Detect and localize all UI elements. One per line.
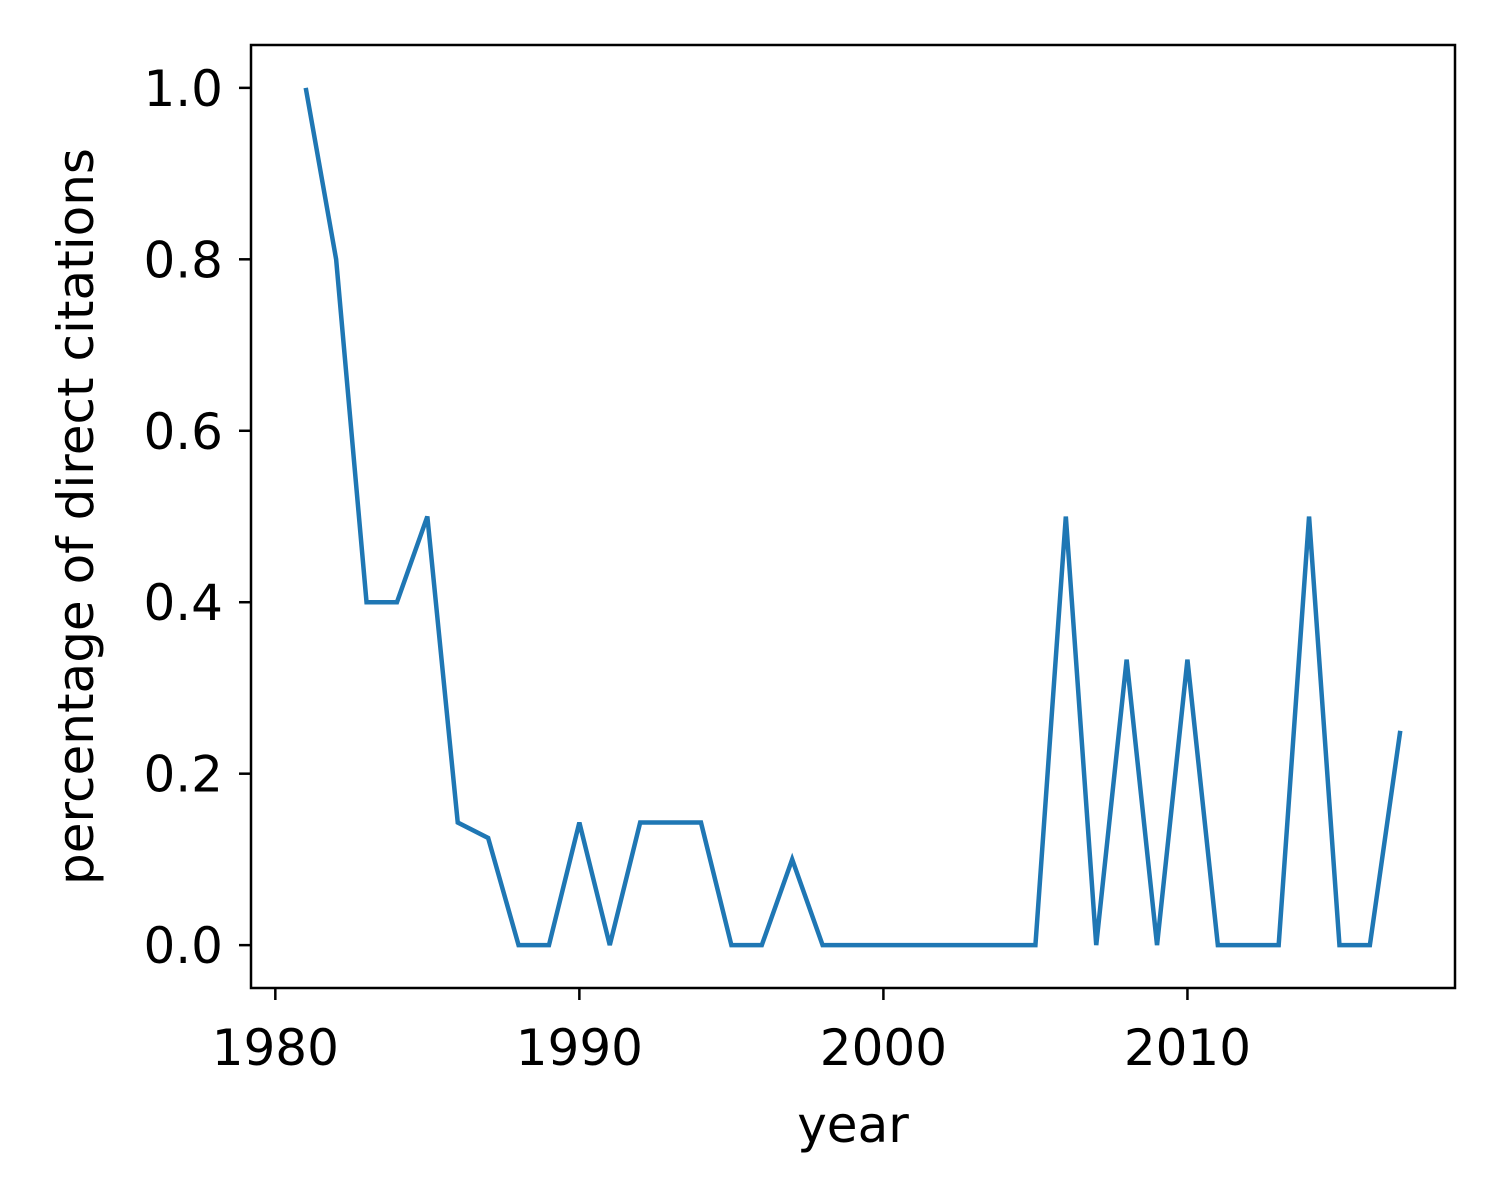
y-tick-label: 0.8 — [143, 231, 223, 289]
plot-frame — [249, 43, 1457, 990]
x-axis-ticks: 1980 1990 2000 2010 — [212, 988, 1251, 1077]
series-group — [303, 87, 1403, 948]
x-tick-label: 1980 — [212, 1019, 339, 1077]
y-tick-label: 0.0 — [143, 917, 223, 975]
y-tick-label: 0.4 — [143, 574, 223, 632]
x-tick-label: 2010 — [1124, 1019, 1251, 1077]
x-tick-label: 1990 — [516, 1019, 643, 1077]
y-tick-label: 0.2 — [143, 746, 223, 804]
x-axis-label: year — [797, 1096, 909, 1154]
y-axis-ticks: 0.0 0.2 0.4 0.6 0.8 1.0 — [143, 60, 251, 975]
y-tick-label: 1.0 — [143, 60, 223, 118]
y-tick-label: 0.6 — [143, 403, 223, 461]
series-line-0 — [303, 87, 1403, 948]
y-axis-label: percentage of direct citations — [47, 148, 105, 885]
x-tick-label: 2000 — [820, 1019, 947, 1077]
